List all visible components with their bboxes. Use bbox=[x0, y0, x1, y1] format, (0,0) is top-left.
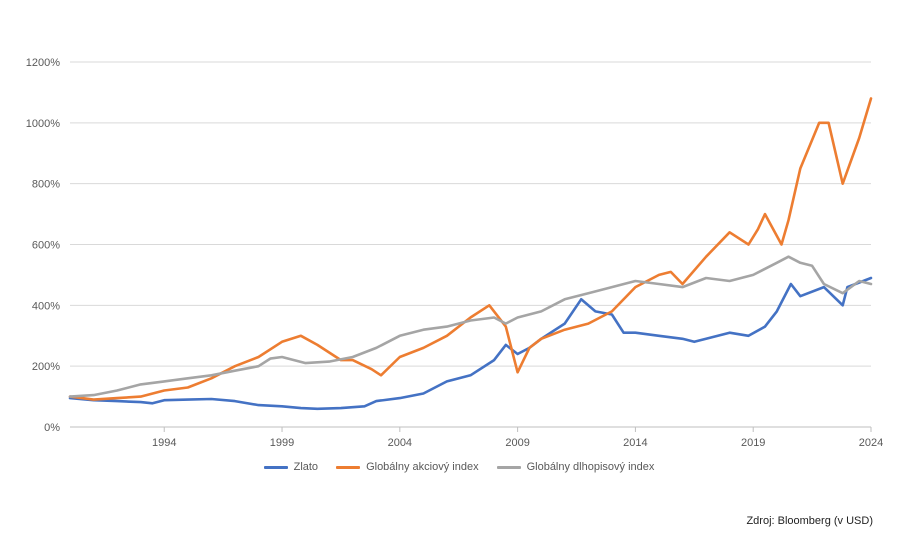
legend-label: Globálny akciový index bbox=[366, 461, 479, 473]
x-tick-label: 2004 bbox=[388, 437, 412, 449]
legend-swatch bbox=[336, 465, 361, 469]
x-tick-label: 2024 bbox=[859, 437, 883, 449]
y-tick-label: 1000% bbox=[26, 118, 60, 130]
legend-item: Globálny dlhopisový index bbox=[496, 461, 655, 473]
legend-item: Globálny akciový index bbox=[336, 461, 479, 473]
x-tick-label: 2014 bbox=[623, 437, 647, 449]
x-tick-label: 2019 bbox=[741, 437, 765, 449]
x-tick-label: 1999 bbox=[270, 437, 294, 449]
source-note: Zdroj: Bloomberg (v USD) bbox=[746, 515, 873, 527]
legend: Zlato Globálny akciový index Globálny dlho… bbox=[0, 461, 918, 473]
series-line-zlato bbox=[68, 276, 873, 411]
series-lines bbox=[68, 97, 873, 411]
x-tick-label: 1994 bbox=[152, 437, 176, 449]
series-line-globalny-dlhopisovy-index bbox=[68, 255, 873, 398]
legend-swatch bbox=[496, 465, 521, 469]
axes bbox=[70, 426, 872, 432]
x-tick-label: 2009 bbox=[505, 437, 529, 449]
y-tick-label: 800% bbox=[32, 179, 60, 191]
legend-swatch bbox=[263, 465, 288, 469]
series-line-globalny-akciovy-index bbox=[68, 97, 873, 401]
legend-label: Globálny dlhopisový index bbox=[526, 461, 655, 473]
y-tick-label: 400% bbox=[32, 300, 60, 312]
y-tick-label: 1200% bbox=[26, 57, 60, 69]
y-tick-labels: 0% 200% 400% 600% 800% 1000% 1200% bbox=[26, 57, 60, 434]
y-tick-label: 200% bbox=[32, 361, 60, 373]
legend-item: Zlato bbox=[263, 461, 319, 473]
gridlines bbox=[70, 61, 871, 367]
legend-label: Zlato bbox=[293, 461, 319, 473]
y-tick-label: 0% bbox=[44, 422, 60, 434]
y-tick-label: 600% bbox=[32, 240, 60, 252]
x-tick-labels: 1994 1999 2004 2009 2014 2019 2024 bbox=[152, 437, 883, 449]
